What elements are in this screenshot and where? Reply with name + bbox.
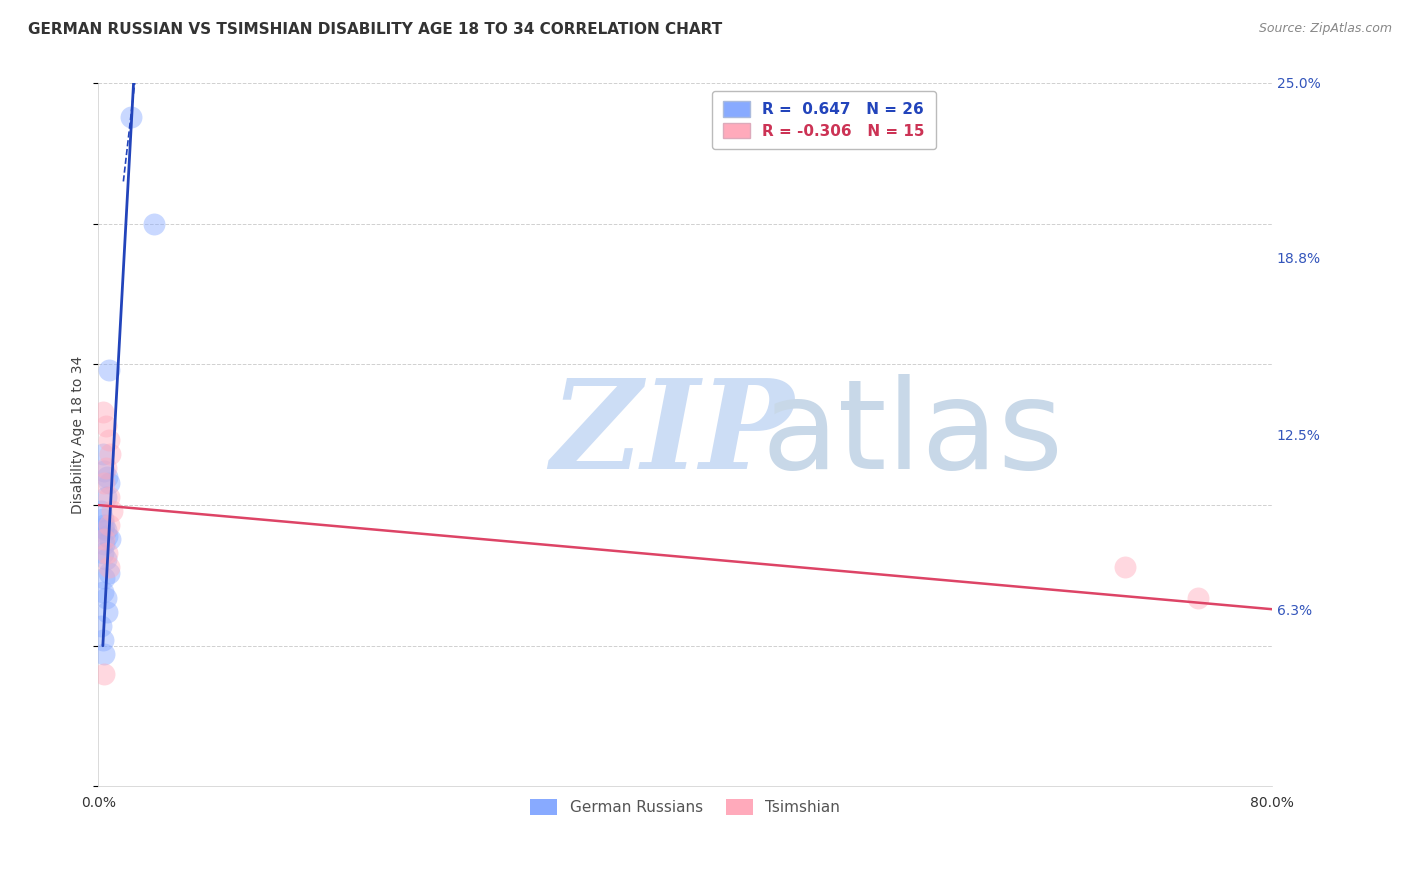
Point xyxy=(93,517,115,532)
Point xyxy=(97,560,120,574)
Point xyxy=(96,546,118,560)
Point xyxy=(94,461,117,475)
Point xyxy=(93,475,115,490)
Point xyxy=(98,532,121,546)
Text: GERMAN RUSSIAN VS TSIMSHIAN DISABILITY AGE 18 TO 34 CORRELATION CHART: GERMAN RUSSIAN VS TSIMSHIAN DISABILITY A… xyxy=(28,22,723,37)
Point xyxy=(93,464,115,478)
Point xyxy=(96,529,118,543)
Point xyxy=(1114,560,1136,574)
Point xyxy=(90,504,112,518)
Point xyxy=(91,447,114,461)
Legend: German Russians, Tsimshian: German Russians, Tsimshian xyxy=(520,790,849,824)
Point xyxy=(98,447,121,461)
Point xyxy=(94,419,117,434)
Point xyxy=(91,633,114,648)
Point xyxy=(93,537,115,551)
Point xyxy=(94,591,117,605)
Point xyxy=(97,490,120,504)
Point xyxy=(93,647,115,661)
Point xyxy=(91,585,114,599)
Point xyxy=(143,217,166,231)
Point xyxy=(97,566,120,580)
Point xyxy=(97,434,120,448)
Point xyxy=(91,546,114,560)
Point xyxy=(93,667,115,681)
Point xyxy=(120,110,142,124)
Point xyxy=(94,524,117,538)
Point xyxy=(96,470,118,484)
Point xyxy=(91,405,114,419)
Point xyxy=(97,517,120,532)
Point xyxy=(97,363,120,377)
Point xyxy=(94,551,117,566)
Point xyxy=(91,512,114,526)
Point xyxy=(93,532,115,546)
Text: ZIP: ZIP xyxy=(550,374,794,495)
Point xyxy=(93,571,115,585)
Point xyxy=(90,619,112,633)
Text: Source: ZipAtlas.com: Source: ZipAtlas.com xyxy=(1258,22,1392,36)
Point xyxy=(1187,591,1209,605)
Point xyxy=(91,520,114,534)
Point xyxy=(97,475,120,490)
Point xyxy=(100,504,122,518)
Text: atlas: atlas xyxy=(761,375,1063,495)
Point xyxy=(94,490,117,504)
Point xyxy=(96,605,118,619)
Y-axis label: Disability Age 18 to 34: Disability Age 18 to 34 xyxy=(72,356,86,514)
